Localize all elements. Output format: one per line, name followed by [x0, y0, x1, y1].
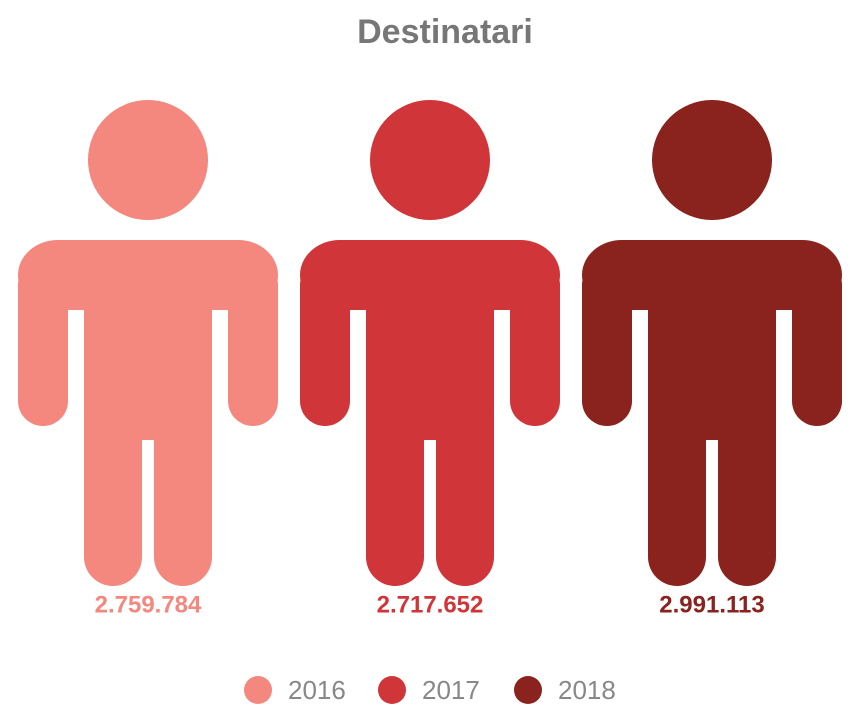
icon-head — [370, 100, 490, 220]
icon-arm — [792, 260, 842, 426]
value-label: 2.717.652 — [377, 591, 484, 618]
person-icon — [300, 100, 560, 586]
person-icon — [18, 100, 278, 586]
icon-arm — [18, 260, 68, 426]
icon-arm — [300, 260, 350, 426]
icon-leg — [84, 400, 142, 586]
icon-leg — [648, 400, 706, 586]
legend-swatch — [244, 676, 272, 704]
icon-leg — [366, 400, 424, 586]
icon-head — [652, 100, 772, 220]
icon-leg — [154, 400, 212, 586]
legend-label: 2017 — [422, 675, 480, 705]
icon-leg — [718, 400, 776, 586]
icon-arm — [510, 260, 560, 426]
value-label: 2.759.784 — [95, 591, 202, 618]
icon-arm — [228, 260, 278, 426]
legend-swatch — [514, 676, 542, 704]
legend-label: 2018 — [558, 675, 616, 705]
value-label: 2.991.113 — [659, 591, 764, 618]
icon-head — [88, 100, 208, 220]
chart-title: Destinatari — [357, 13, 533, 51]
legend-swatch — [378, 676, 406, 704]
legend-label: 2016 — [288, 675, 346, 705]
person-icon — [582, 100, 842, 586]
icon-leg — [436, 400, 494, 586]
icon-arm — [582, 260, 632, 426]
